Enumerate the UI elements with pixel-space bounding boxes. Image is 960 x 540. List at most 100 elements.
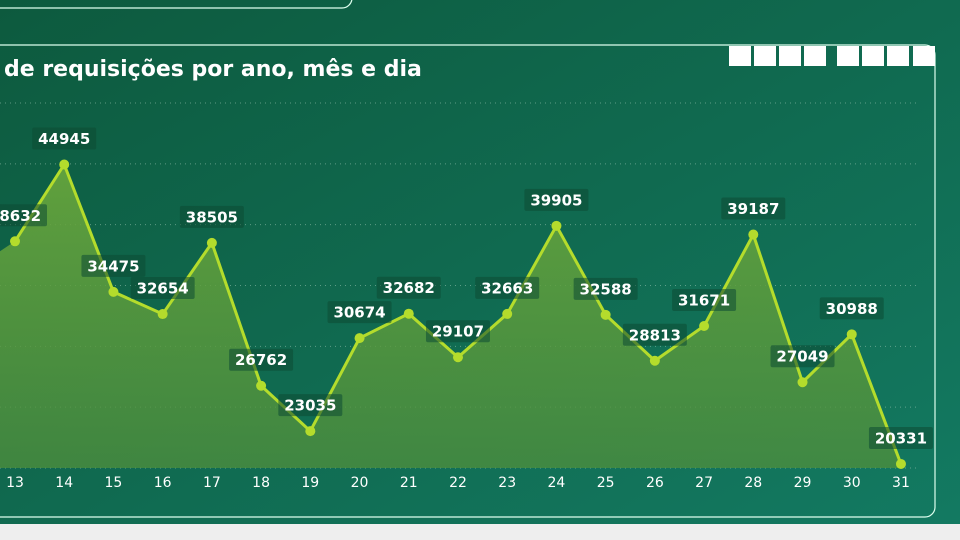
x-tick-label: 21	[400, 475, 418, 491]
value-label: 32682	[383, 279, 435, 297]
data-label: 31671	[672, 289, 737, 312]
area	[0, 164, 901, 468]
value-label: 30988	[826, 300, 878, 318]
data-label: 26762	[229, 348, 294, 371]
data-label: 32588	[573, 277, 638, 300]
x-tick-label: 30	[843, 475, 861, 491]
value-label: 38505	[186, 208, 238, 226]
bottom-strip	[0, 524, 960, 540]
top-card	[0, 0, 353, 9]
point	[797, 377, 808, 388]
value-label: 32663	[481, 279, 533, 297]
data-label: 30674	[327, 301, 392, 324]
data-label: 38505	[179, 205, 244, 228]
label-bg	[81, 254, 146, 277]
data-label: 32682	[376, 276, 441, 299]
point	[600, 309, 611, 320]
x-tick-label: 13	[6, 475, 24, 491]
x-tick-label: 22	[449, 475, 467, 491]
x-tick-label: 15	[105, 475, 123, 491]
data-label: 20331	[868, 426, 933, 449]
expand[interactable]	[804, 46, 826, 66]
point	[452, 352, 463, 363]
label-bg	[770, 345, 835, 368]
point	[895, 458, 906, 469]
label-bg	[622, 323, 687, 346]
sort-down[interactable]	[754, 46, 776, 66]
point	[551, 220, 562, 231]
x-tick-label: 18	[252, 475, 270, 491]
toolbar	[729, 46, 935, 66]
value-label: 39905	[530, 191, 582, 209]
label-bg	[376, 276, 441, 299]
data-label: 44945	[32, 127, 97, 150]
value-label: 29107	[432, 323, 484, 341]
label-bg	[868, 426, 933, 449]
label-bg	[475, 276, 540, 299]
point	[10, 236, 20, 247]
data-label: 39187	[721, 197, 786, 220]
label-bg	[229, 348, 294, 371]
point	[846, 329, 857, 340]
x-tick-label: 19	[301, 475, 319, 491]
data-label: 38632	[0, 204, 47, 227]
label-bg	[819, 297, 884, 320]
point	[59, 159, 70, 170]
x-tick-label: 28	[744, 475, 762, 491]
value-label: 28813	[629, 326, 681, 344]
label-bg	[425, 320, 490, 343]
label-bg	[672, 289, 737, 312]
label-bg	[721, 197, 786, 220]
data-label: 28813	[622, 323, 687, 346]
data-label: 34475	[81, 254, 146, 277]
value-label: 39187	[727, 200, 779, 218]
point	[748, 229, 759, 240]
chart-card[interactable]	[0, 44, 936, 518]
x-tick-label: 24	[548, 475, 566, 491]
data-label: 32663	[475, 276, 540, 299]
point	[305, 426, 316, 437]
more[interactable]	[913, 46, 935, 66]
point	[502, 308, 513, 319]
value-label: 38632	[0, 207, 41, 225]
x-tick-label: 16	[154, 475, 172, 491]
value-label: 32588	[580, 280, 632, 298]
x-tick-label: 25	[597, 475, 615, 491]
value-label: 20331	[875, 429, 927, 447]
data-label: 27049	[770, 345, 835, 368]
label-bg	[524, 188, 589, 211]
copy[interactable]	[837, 46, 859, 66]
data-label: 32654	[130, 277, 195, 300]
data-label: 29107	[425, 320, 490, 343]
focus[interactable]	[887, 46, 909, 66]
chart-title: de requisições por ano, mês e dia	[4, 57, 422, 82]
label-bg	[0, 204, 47, 227]
label-bg	[130, 277, 195, 300]
label-bg	[327, 301, 392, 324]
point	[649, 355, 660, 366]
x-tick-label: 31	[892, 475, 910, 491]
label-bg	[179, 205, 244, 228]
x-tick-label: 23	[498, 475, 516, 491]
data-label: 23035	[278, 394, 343, 417]
label-bg	[278, 394, 343, 417]
x-tick-label: 26	[646, 475, 664, 491]
x-tick-label: 20	[351, 475, 369, 491]
value-label: 44945	[38, 130, 90, 148]
point	[403, 308, 414, 319]
point	[354, 333, 365, 344]
point	[108, 286, 119, 297]
sort-up[interactable]	[729, 46, 751, 66]
filter[interactable]	[862, 46, 884, 66]
drill[interactable]	[779, 46, 801, 66]
point	[206, 237, 217, 248]
point	[157, 309, 168, 320]
data-label: 39905	[524, 188, 589, 211]
value-label: 27049	[776, 348, 828, 366]
value-label: 26762	[235, 351, 287, 369]
x-tick-label: 17	[203, 475, 221, 491]
x-tick-label: 29	[794, 475, 812, 491]
label-bg	[32, 127, 97, 150]
value-label: 23035	[284, 397, 336, 415]
